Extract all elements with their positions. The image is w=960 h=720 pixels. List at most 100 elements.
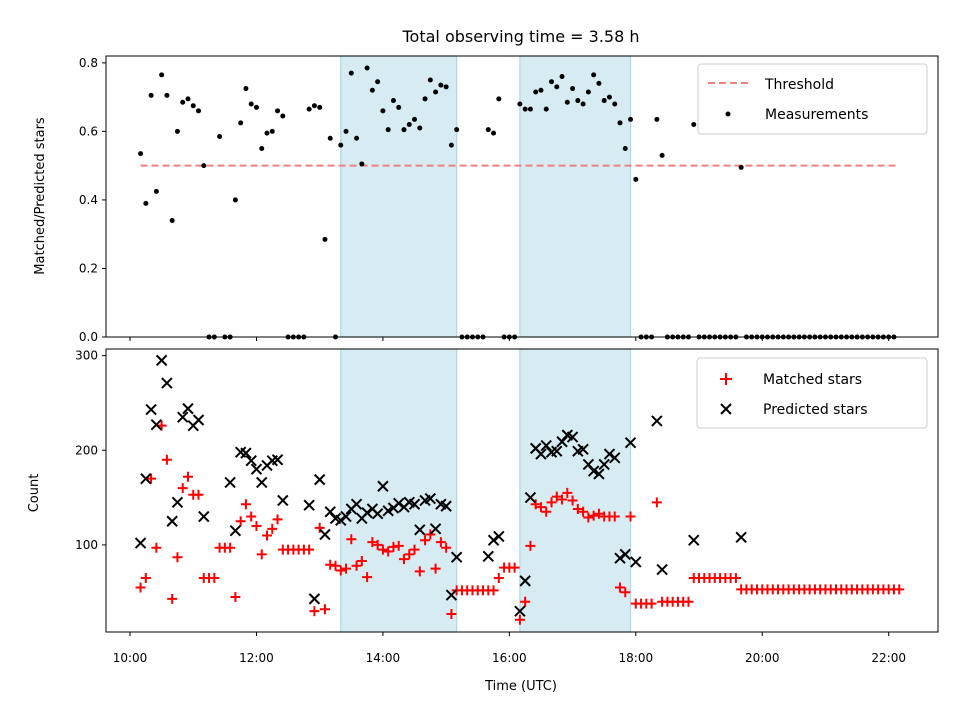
measurement-point xyxy=(765,334,771,340)
x-axis-label: Time (UTC) xyxy=(484,679,557,694)
measurement-point xyxy=(659,152,665,158)
measurement-point xyxy=(506,334,512,340)
measurement-point xyxy=(849,334,855,340)
measurement-point xyxy=(433,89,439,95)
measurement-point xyxy=(664,334,670,340)
measurement-point xyxy=(396,104,402,110)
predicted-star-point xyxy=(487,534,500,546)
top-legend-box xyxy=(697,63,928,135)
predicted-star-point xyxy=(614,552,626,564)
matched-star-point xyxy=(446,609,457,620)
x-tick-label: 16:00 xyxy=(492,651,527,665)
measurement-point xyxy=(549,79,555,85)
matched-star-point xyxy=(572,503,583,514)
legend-predicted-swatch xyxy=(720,403,732,415)
measurement-point xyxy=(180,99,186,105)
matched-star-point xyxy=(509,562,520,573)
measurement-point xyxy=(143,200,149,206)
predicted-star-point xyxy=(524,491,537,504)
predicted-star-point xyxy=(445,589,458,601)
measurement-point xyxy=(475,334,481,340)
predicted-star-point xyxy=(361,507,373,519)
measurement-point xyxy=(833,334,839,340)
observing-interval xyxy=(519,55,632,338)
predicted-star-point xyxy=(308,593,321,605)
matched-star-point xyxy=(346,534,357,545)
matched-star-point xyxy=(309,606,320,617)
matched-star-point xyxy=(235,516,246,527)
measurement-point xyxy=(417,125,423,131)
measurement-point xyxy=(875,334,881,340)
measurement-point xyxy=(801,334,807,340)
measurement-point xyxy=(522,106,528,112)
matched-star-point xyxy=(251,520,262,531)
y-tick-label: 300 xyxy=(75,349,98,363)
predicted-star-point xyxy=(651,415,663,427)
matched-star-point xyxy=(420,535,431,546)
measurement-point xyxy=(844,334,850,340)
matched-star-point xyxy=(177,483,188,494)
measurement-point xyxy=(448,142,454,148)
matched-star-point xyxy=(319,604,330,615)
measurement-point xyxy=(570,86,576,92)
matched-star-point xyxy=(646,598,657,609)
measurement-point xyxy=(327,135,333,141)
predicted-star-point xyxy=(271,454,284,466)
measurement-point xyxy=(654,116,660,122)
measurement-point xyxy=(338,142,344,148)
measurement-point xyxy=(496,96,502,102)
measurement-point xyxy=(722,334,728,340)
measurement-point xyxy=(380,108,386,114)
matched-star-point xyxy=(414,566,425,577)
matched-star-point xyxy=(140,573,151,584)
predicted-star-point xyxy=(340,510,352,523)
measurement-point xyxy=(322,236,328,242)
measurement-point xyxy=(733,334,739,340)
predicted-star-point xyxy=(408,498,421,510)
predicted-star-point xyxy=(240,447,252,459)
measurement-point xyxy=(217,134,223,140)
measurement-point xyxy=(554,84,560,90)
measurement-point xyxy=(606,94,612,100)
measurement-point xyxy=(390,98,396,104)
matched-star-point xyxy=(182,471,193,482)
predicted-star-point xyxy=(335,514,347,527)
measurement-point xyxy=(638,334,644,340)
measurement-point xyxy=(633,176,639,182)
matched-star-point xyxy=(372,539,383,550)
predicted-star-point xyxy=(382,505,394,517)
measurement-point xyxy=(232,197,238,203)
measurement-point xyxy=(754,334,760,340)
predicted-star-point xyxy=(624,436,637,449)
matched-star-point xyxy=(620,587,631,598)
y-tick-label: 100 xyxy=(75,538,98,552)
matched-star-point xyxy=(557,494,568,505)
measurement-point xyxy=(491,130,497,136)
matched-stars-series xyxy=(135,420,905,625)
measurement-point xyxy=(680,334,686,340)
matched-star-point xyxy=(588,510,599,521)
matched-star-point xyxy=(262,530,273,541)
measurement-point xyxy=(206,334,212,340)
legend-measurements-label: Measurements xyxy=(765,107,868,123)
predicted-star-point xyxy=(303,499,315,511)
matched-star-point xyxy=(546,497,557,508)
matched-star-point xyxy=(404,549,415,560)
top-plot-area xyxy=(105,55,939,338)
predicted-star-point xyxy=(609,452,621,464)
legend-matched-swatch xyxy=(720,373,732,385)
bottom-legend: Matched stars Predicted stars xyxy=(696,357,928,429)
predicted-star-point xyxy=(313,473,326,486)
measurement-point xyxy=(248,101,254,107)
measurement-point xyxy=(675,334,681,340)
measurement-point xyxy=(880,334,886,340)
measurement-point xyxy=(485,127,491,133)
predicted-star-point xyxy=(371,507,384,520)
measurement-point xyxy=(264,130,270,136)
measurement-point xyxy=(253,104,259,110)
x-tick-label: 14:00 xyxy=(366,651,401,665)
predicted-star-point xyxy=(155,354,168,367)
predicted-star-point xyxy=(535,448,547,460)
matched-star-point xyxy=(167,593,178,604)
